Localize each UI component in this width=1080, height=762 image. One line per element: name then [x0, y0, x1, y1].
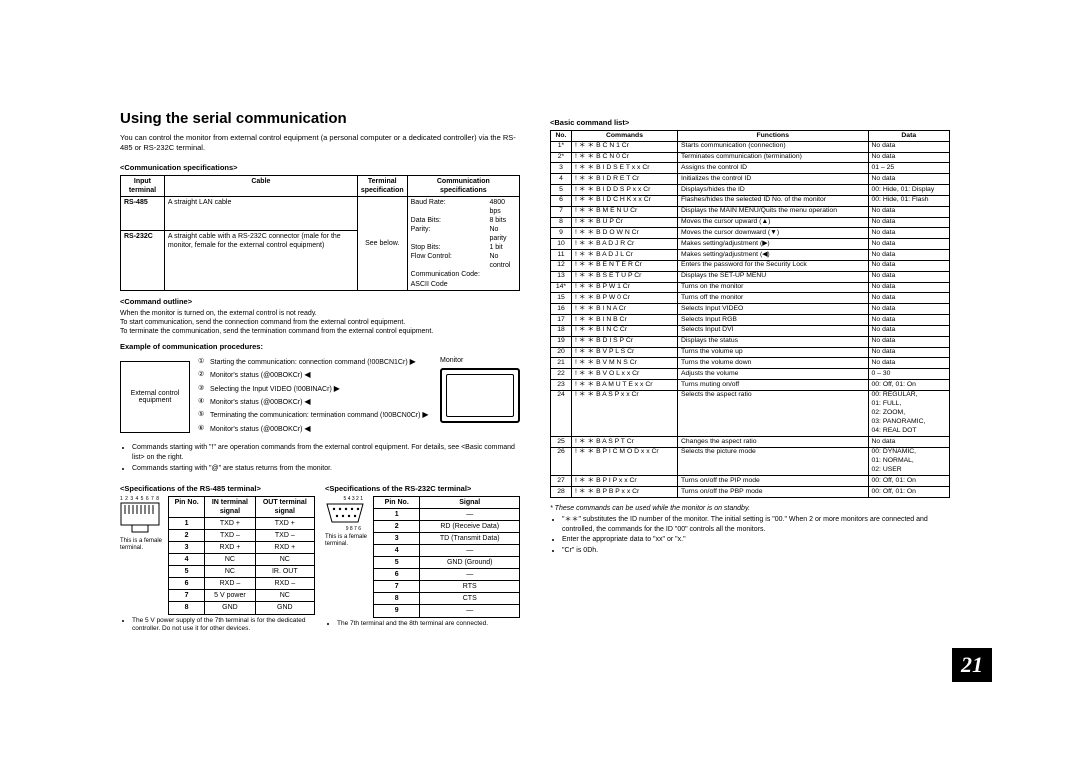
rs485-table: Pin No.IN terminalsignalOUT terminalsign… — [168, 496, 315, 615]
cmd-outline-label: <Command outline> — [120, 297, 520, 306]
intro-text: You can control the monitor from externa… — [120, 133, 520, 153]
rs232-spec-label: <Specifications of the RS-232C terminal> — [325, 484, 520, 493]
comm-spec-label: <Communication specifications> — [120, 163, 520, 172]
procedure-diagram: External control equipment ①Starting the… — [120, 357, 520, 437]
db9-bot-labels: 9 8 7 6 — [325, 526, 369, 532]
rs485-footnote: The 5 V power supply of the 7th terminal… — [120, 617, 315, 634]
rs232-table: Pin No.Signal1—2RD (Receive Data)3TD (Tr… — [373, 496, 520, 618]
rs232-term: RS-232C — [124, 233, 153, 240]
comm-spec-table: Input terminalCableTerminalspecification… — [120, 175, 520, 291]
rs232-footnote: The 7th terminal and the 8th terminal ar… — [325, 620, 520, 628]
monitor-icon — [440, 368, 520, 423]
rs232-term-note: This is a female terminal. — [325, 534, 369, 548]
rs485-cable: A straight LAN cable — [164, 196, 357, 230]
rs485-term: RS-485 — [124, 199, 148, 206]
external-control-box: External control equipment — [120, 361, 190, 433]
page-number: 21 — [952, 648, 992, 682]
basic-command-table: No.CommandsFunctionsData1*! ＊ ＊ B C N 1 … — [550, 130, 950, 498]
rs485-spec-label: <Specifications of the RS-485 terminal> — [120, 484, 315, 493]
page-title: Using the serial communication — [120, 110, 520, 127]
rj45-icon — [120, 502, 160, 534]
db9-icon — [325, 502, 365, 524]
monitor-label: Monitor — [440, 357, 520, 364]
right-notes: * These commands can be used while the m… — [550, 504, 950, 555]
cmd-outline: When the monitor is turned on, the exter… — [120, 309, 520, 336]
basic-cmd-label: <Basic command list> — [550, 118, 950, 127]
comm-specs: Baud Rate:4800 bpsData Bits:8 bitsParity… — [407, 196, 519, 290]
example-label: Example of communication procedures: — [120, 342, 520, 351]
term-spec: See below. — [357, 196, 407, 290]
command-notes: Commands starting with "!" are operation… — [120, 443, 520, 473]
rs485-term-note: This is a female terminal. — [120, 538, 164, 552]
rs232-cable: A straight cable with a RS-232C connecto… — [164, 230, 357, 290]
